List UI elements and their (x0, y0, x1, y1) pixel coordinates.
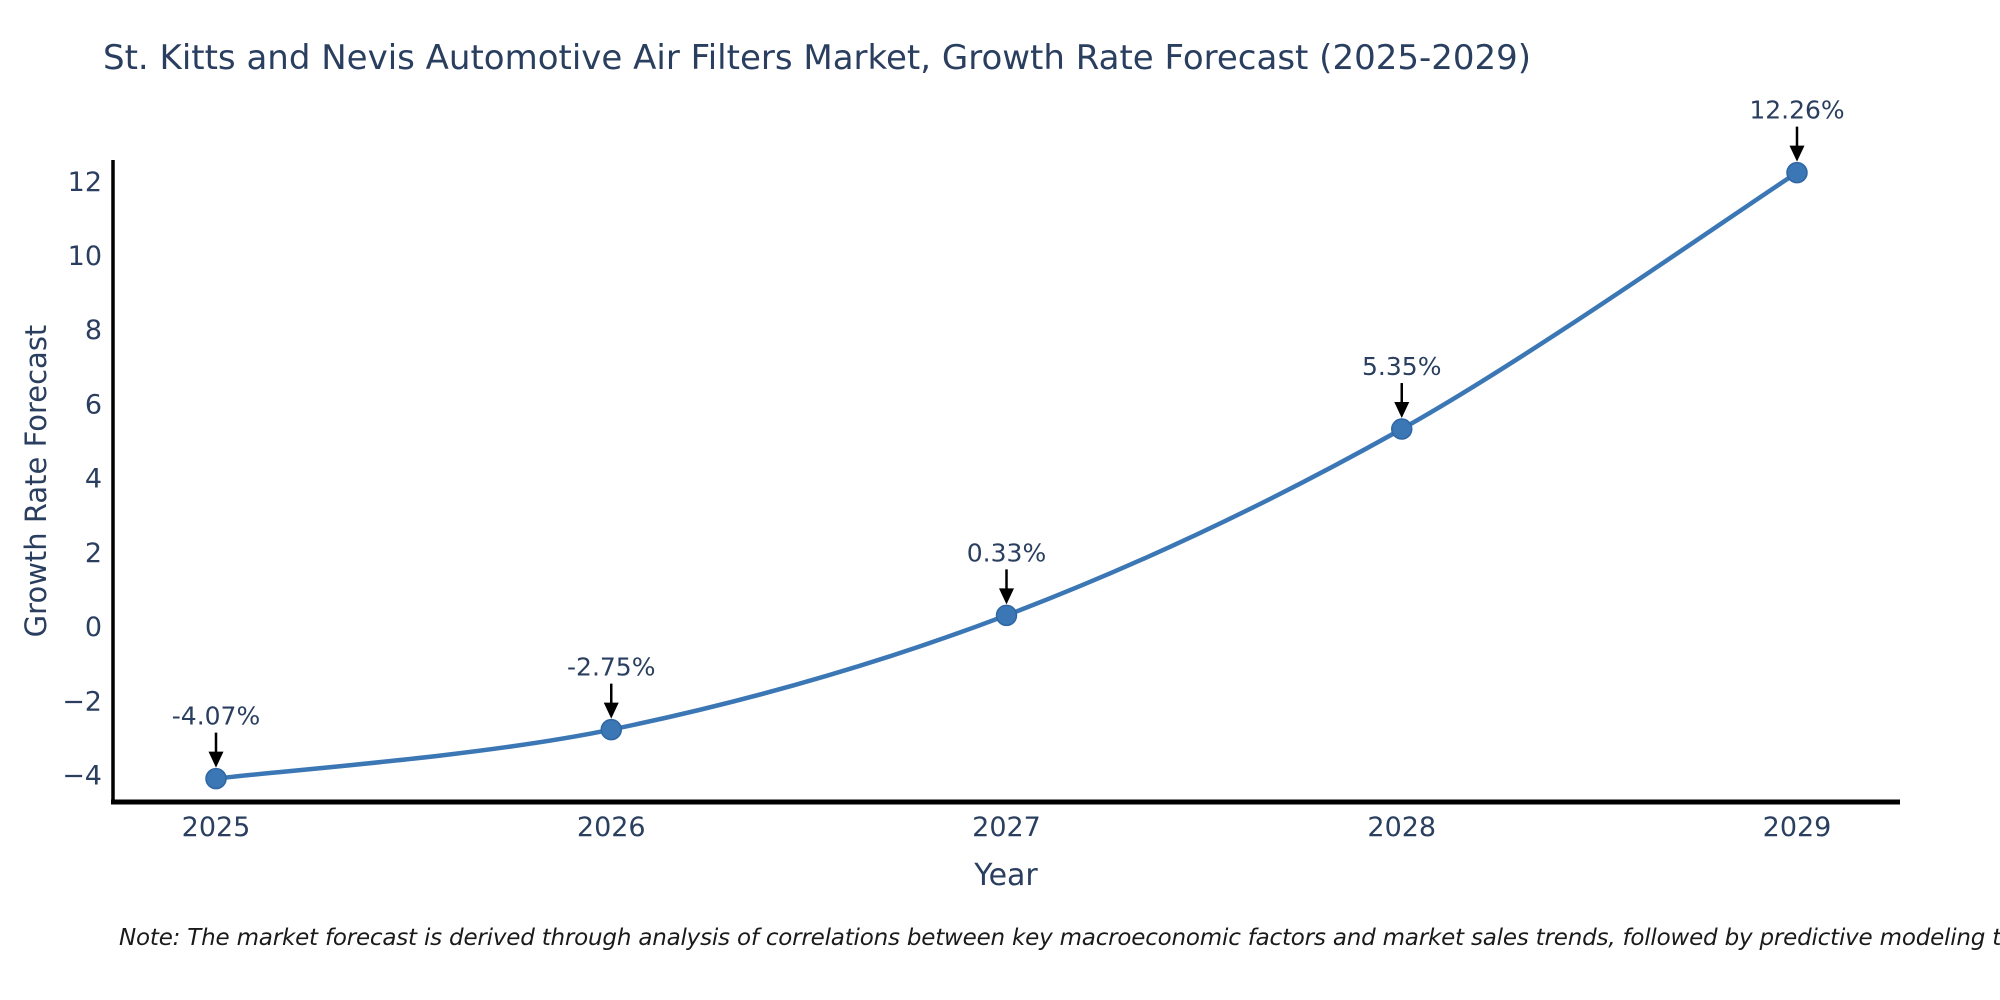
annotation-arrowhead (999, 588, 1014, 605)
data-point-marker (600, 718, 622, 741)
x-axis-title: Year (974, 858, 1038, 893)
y-tick-label: 0 (85, 612, 102, 643)
forecast-line (213, 170, 1800, 781)
data-point-marker (1391, 418, 1413, 440)
data-point-marker (205, 767, 227, 790)
y-tick-label: 10 (68, 241, 102, 272)
annotation-label: 12.26% (1749, 96, 1844, 125)
y-tick-label: 4 (85, 464, 102, 495)
y-tick-label: −2 (62, 686, 102, 717)
data-point-marker (995, 604, 1018, 627)
y-axis-title: Growth Rate Forecast (19, 324, 53, 638)
x-tick-label: 2029 (1763, 812, 1832, 843)
footnote: Note: The market forecast is derived thr… (119, 925, 2000, 951)
annotation-label: 0.33% (967, 538, 1046, 567)
y-tick-label: 6 (85, 389, 102, 420)
annotation-label: -4.07% (172, 702, 260, 731)
annotation-arrowhead (603, 702, 619, 719)
chart-title: St. Kitts and Nevis Automotive Air Filte… (103, 38, 1532, 78)
x-tick-label: 2026 (577, 812, 646, 843)
annotation-label: 5.35% (1362, 352, 1441, 381)
x-tick-label: 2028 (1367, 812, 1436, 843)
annotation-arrowhead (1394, 402, 1410, 419)
y-tick-label: 8 (85, 315, 102, 346)
data-point-marker (1786, 161, 1808, 184)
x-tick-label: 2027 (972, 812, 1041, 843)
annotation-label: -2.75% (567, 653, 655, 682)
y-tick-label: 2 (85, 538, 102, 569)
annotation-arrowhead (208, 751, 224, 768)
y-tick-label: 12 (68, 167, 102, 198)
x-tick-label: 2025 (182, 812, 251, 843)
annotation-arrowhead (1789, 145, 1805, 162)
y-tick-label: −4 (62, 761, 102, 792)
